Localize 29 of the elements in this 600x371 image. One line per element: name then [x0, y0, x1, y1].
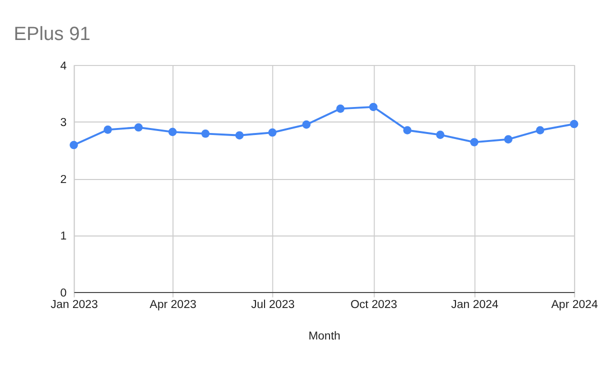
point — [104, 126, 112, 134]
x-tick-label: Jan 2023 — [50, 298, 98, 311]
y-tick-label: 1 — [60, 230, 67, 243]
x-tick-label: Apr 2023 — [150, 298, 196, 311]
point — [168, 128, 177, 136]
y-tick-label: 3 — [60, 117, 67, 130]
point — [302, 120, 311, 129]
point — [504, 135, 512, 144]
point — [201, 130, 210, 138]
x-tick-label: Apr 2024 — [551, 298, 599, 311]
y-tick-label: 2 — [60, 174, 67, 186]
point — [403, 126, 412, 134]
point — [436, 130, 444, 139]
x-tick-label: Jan 2024 — [451, 298, 500, 311]
x-tick-label: Oct 2023 — [350, 298, 398, 311]
point — [470, 138, 478, 146]
point — [536, 126, 544, 134]
point — [268, 128, 277, 137]
point — [570, 120, 578, 128]
y-tick-label: 4 — [60, 60, 68, 72]
point — [134, 123, 143, 132]
point — [336, 104, 345, 113]
chart-title: EPlus 91 — [14, 24, 90, 46]
x-axis-title: Month — [308, 330, 340, 343]
point — [70, 140, 78, 150]
y-tick-label: 0 — [60, 287, 67, 300]
x-tick-label: Jul 2023 — [251, 298, 295, 311]
point — [369, 102, 378, 112]
point — [235, 131, 244, 140]
